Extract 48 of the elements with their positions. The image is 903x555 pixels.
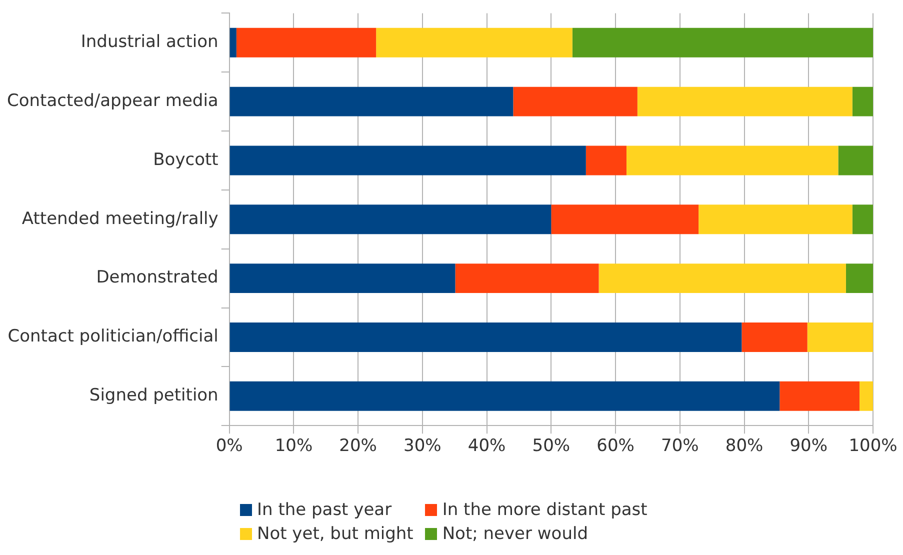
y-tick-label: Signed petition [89, 386, 218, 406]
bar [859, 381, 873, 411]
x-tick-label: 90% [790, 436, 828, 456]
bar [626, 146, 838, 176]
bar [742, 322, 808, 352]
bar [513, 86, 638, 116]
bar [846, 264, 873, 294]
bar [230, 264, 456, 294]
bar [230, 86, 514, 116]
y-tick-label: Boycott [153, 150, 219, 170]
bar [698, 204, 852, 234]
bar [852, 204, 873, 234]
bar [236, 28, 376, 58]
y-tick-label: Attended meeting/rally [22, 208, 218, 229]
x-tick-label: 60% [596, 436, 634, 456]
legend-label: Not; never would [442, 524, 588, 544]
bar [586, 146, 626, 176]
x-tick-label: 10% [274, 436, 313, 456]
bar [838, 146, 873, 176]
bar [230, 146, 586, 176]
x-tick-label: 50% [532, 436, 570, 456]
x-tick-label: 40% [468, 436, 506, 456]
y-tick-label: Industrial action [80, 32, 218, 52]
bar [572, 28, 873, 58]
bar [598, 264, 846, 294]
x-tick-label: 30% [404, 436, 442, 456]
x-tick-label: 0% [216, 436, 243, 456]
bar [230, 381, 780, 411]
bar [230, 322, 742, 352]
y-tick-label: Contact politician/official [8, 326, 218, 347]
legend-label: In the more distant past [442, 500, 648, 520]
bar [455, 264, 599, 294]
bar [807, 322, 873, 352]
legend-label: Not yet, but might [257, 524, 414, 544]
bar [230, 28, 236, 58]
x-tick-label: 100% [848, 436, 898, 456]
bar [376, 28, 572, 58]
x-tick-label: 80% [725, 436, 764, 456]
x-tick-label: 20% [339, 436, 377, 456]
y-tick-label: Demonstrated [96, 268, 218, 288]
x-tick-label: 70% [661, 436, 699, 456]
bar [230, 204, 552, 234]
legend-label: In the past year [257, 500, 392, 520]
bar [780, 381, 860, 411]
bar [637, 86, 852, 116]
y-tick-label: Contacted/appear media [6, 90, 218, 111]
bar [551, 204, 699, 234]
bar [852, 86, 873, 116]
